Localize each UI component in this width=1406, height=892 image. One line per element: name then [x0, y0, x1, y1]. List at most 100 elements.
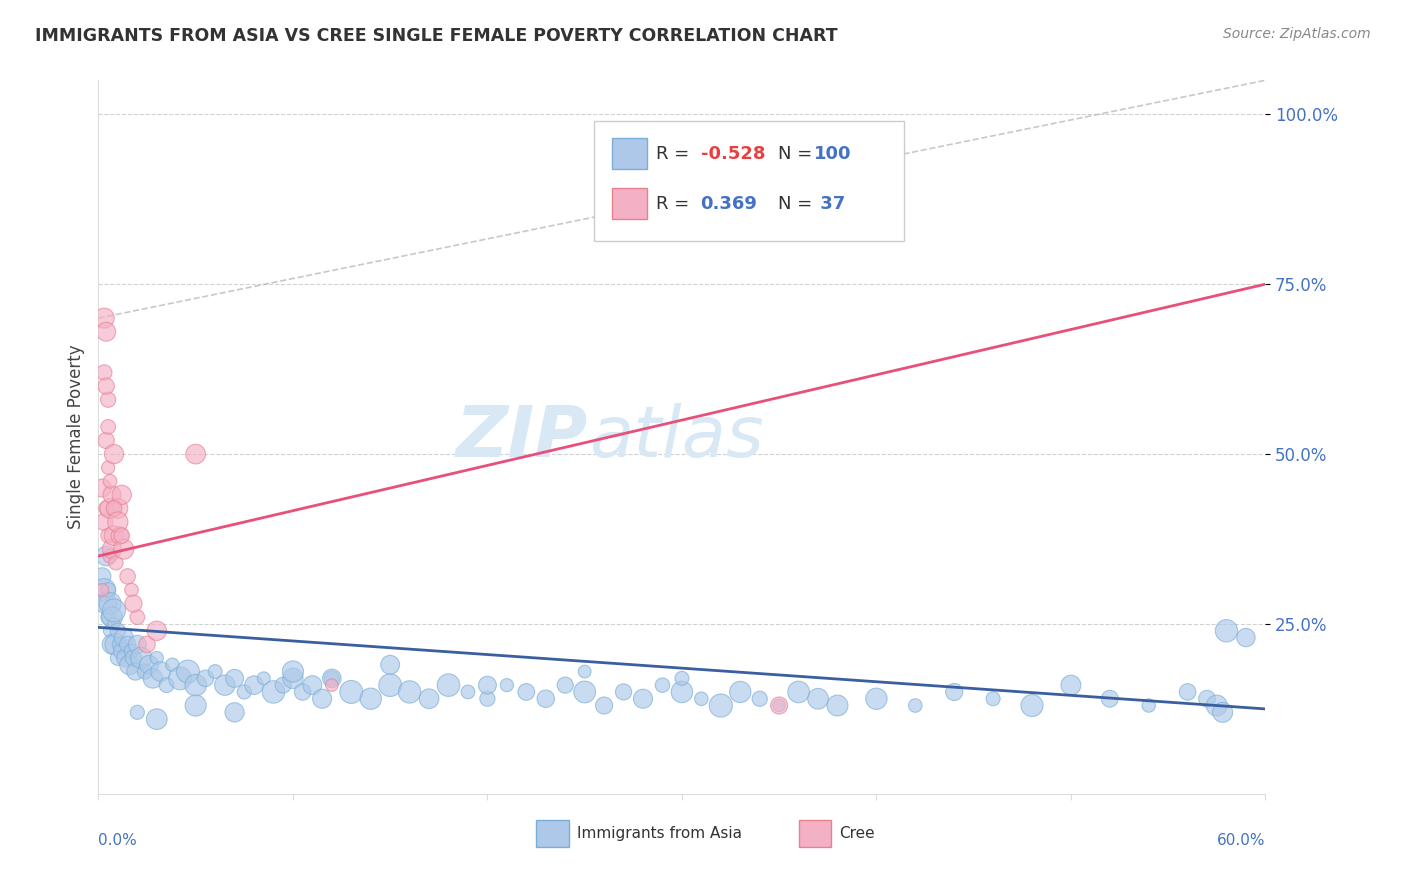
- Point: [96, 434, 118, 448]
- Point: [117, 569, 139, 583]
- Point: [93, 515, 115, 529]
- Point: [710, 698, 733, 713]
- Point: [104, 637, 127, 651]
- Text: 60.0%: 60.0%: [1218, 833, 1265, 848]
- Point: [593, 698, 616, 713]
- Text: 37: 37: [814, 194, 845, 212]
- Text: Cree: Cree: [839, 826, 875, 841]
- Point: [1234, 631, 1257, 645]
- Point: [108, 528, 131, 542]
- Point: [114, 651, 136, 665]
- Point: [224, 671, 246, 685]
- Point: [477, 678, 499, 692]
- Point: [122, 651, 145, 665]
- Point: [118, 657, 141, 672]
- Point: [301, 678, 323, 692]
- Point: [134, 665, 156, 679]
- Point: [93, 366, 115, 380]
- Point: [1137, 698, 1160, 713]
- Text: atlas: atlas: [589, 402, 763, 472]
- Point: [98, 549, 121, 563]
- Point: [169, 671, 191, 685]
- Point: [98, 501, 121, 516]
- Point: [146, 624, 169, 638]
- Point: [91, 569, 114, 583]
- Point: [214, 678, 236, 692]
- Point: [865, 691, 887, 706]
- Point: [104, 556, 127, 570]
- Point: [1021, 698, 1043, 713]
- Point: [96, 549, 118, 563]
- Point: [827, 698, 849, 713]
- Point: [98, 624, 121, 638]
- Point: [124, 665, 146, 679]
- Point: [107, 501, 129, 516]
- Point: [184, 698, 207, 713]
- Point: [142, 671, 165, 685]
- Point: [534, 691, 557, 706]
- Point: [194, 671, 217, 685]
- Point: [146, 712, 169, 726]
- Point: [155, 678, 177, 692]
- Point: [98, 475, 121, 489]
- Point: [96, 501, 118, 516]
- Point: [146, 651, 169, 665]
- Point: [340, 685, 363, 699]
- Point: [96, 597, 118, 611]
- Point: [204, 665, 226, 679]
- Point: [149, 665, 172, 679]
- Point: [1212, 706, 1234, 720]
- Point: [574, 685, 596, 699]
- Point: [477, 691, 499, 706]
- Point: [321, 678, 343, 692]
- Point: [129, 651, 152, 665]
- Point: [127, 706, 149, 720]
- Text: R =: R =: [657, 145, 695, 162]
- Point: [1098, 691, 1121, 706]
- Text: N =: N =: [778, 194, 811, 212]
- Point: [1195, 691, 1218, 706]
- Point: [107, 515, 129, 529]
- Text: R =: R =: [657, 194, 695, 212]
- Point: [321, 671, 343, 685]
- Point: [671, 671, 693, 685]
- Point: [138, 657, 160, 672]
- Text: Immigrants from Asia: Immigrants from Asia: [576, 826, 742, 841]
- Point: [418, 691, 440, 706]
- Point: [360, 691, 382, 706]
- Point: [380, 678, 402, 692]
- Point: [271, 678, 294, 692]
- Point: [91, 582, 114, 597]
- Point: [496, 678, 519, 692]
- Point: [103, 603, 125, 617]
- Point: [103, 528, 125, 542]
- Point: [554, 678, 576, 692]
- Point: [748, 691, 770, 706]
- Point: [768, 698, 790, 713]
- Y-axis label: Single Female Poverty: Single Female Poverty: [66, 345, 84, 529]
- Point: [671, 685, 693, 699]
- Point: [96, 379, 118, 393]
- Point: [321, 671, 343, 685]
- Point: [93, 582, 115, 597]
- Point: [97, 392, 120, 407]
- Point: [224, 706, 246, 720]
- Point: [91, 481, 114, 495]
- Point: [111, 644, 134, 658]
- Text: IMMIGRANTS FROM ASIA VS CREE SINGLE FEMALE POVERTY CORRELATION CHART: IMMIGRANTS FROM ASIA VS CREE SINGLE FEMA…: [35, 27, 838, 45]
- Point: [121, 582, 143, 597]
- Point: [233, 685, 256, 699]
- Point: [96, 325, 118, 339]
- Point: [690, 691, 713, 706]
- Point: [121, 644, 143, 658]
- Point: [107, 651, 129, 665]
- Point: [97, 420, 120, 434]
- Point: [1205, 698, 1227, 713]
- Point: [291, 685, 314, 699]
- Point: [111, 528, 134, 542]
- Bar: [799, 821, 831, 847]
- Point: [1177, 685, 1199, 699]
- Point: [981, 691, 1004, 706]
- Point: [243, 678, 266, 692]
- Point: [262, 685, 284, 699]
